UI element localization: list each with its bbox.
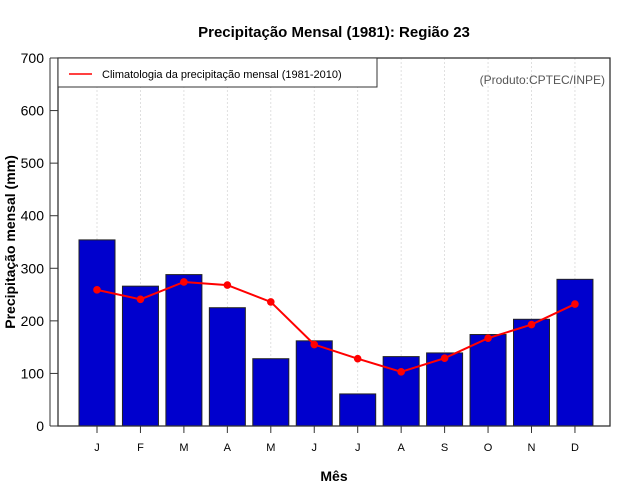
bar-11 [513, 318, 550, 427]
x-tick-label: N [528, 442, 536, 454]
climatology-point-7 [353, 354, 362, 363]
bar-2 [121, 285, 159, 427]
bar-9 [426, 352, 464, 427]
bar-4 [208, 307, 246, 427]
y-tick-label: 300 [21, 260, 45, 276]
x-axis-label: Mês [320, 468, 347, 484]
y-axis: 0 100 200 300 400 500 600 700 [21, 50, 58, 434]
y-tick-label: 600 [21, 103, 45, 119]
x-tick-label: M [266, 442, 275, 454]
y-tick-label: 400 [21, 208, 45, 224]
climatology-point-10 [484, 334, 492, 343]
legend-box [57, 57, 378, 88]
y-tick-label: 200 [21, 313, 45, 329]
climatology-series [93, 278, 579, 376]
climatology-point-1 [93, 286, 101, 294]
climatology-line [96, 280, 576, 373]
grid-lines [96, 58, 576, 426]
chart-title: Precipitação Mensal (1981): Região 23 [198, 24, 470, 41]
bar-6 [295, 340, 333, 427]
bar-10 [469, 334, 507, 427]
y-tick-label: 700 [21, 50, 45, 66]
bar-series [78, 239, 594, 427]
x-tick-label: S [441, 442, 448, 454]
credit-annotation: (Produto:CPTEC/INPE) [480, 73, 605, 87]
climatology-point-8 [397, 368, 405, 376]
bar-1 [78, 239, 116, 427]
legend: Climatologia da precipitação mensal (198… [57, 57, 378, 88]
legend-entry-climatology: Climatologia da precipitação mensal (198… [102, 69, 342, 81]
climatology-point-5 [267, 298, 275, 306]
y-tick-label: 500 [21, 155, 45, 171]
bar-3 [165, 274, 203, 427]
climatology-point-4 [223, 281, 232, 289]
y-axis-label: Precipitação mensal (mm) [2, 155, 18, 329]
x-tick-label: F [137, 442, 144, 454]
x-tick-label: A [397, 442, 405, 454]
x-tick-label: M [179, 442, 188, 454]
x-tick-label: J [94, 442, 100, 454]
climatology-point-9 [440, 354, 449, 362]
x-tick-label: D [571, 442, 579, 454]
x-tick-label: J [355, 442, 361, 454]
climatology-point-6 [310, 340, 319, 349]
bar-7 [339, 393, 377, 427]
climatology-point-2 [136, 295, 145, 304]
climatology-point-11 [527, 320, 536, 329]
x-tick-label: J [312, 442, 318, 454]
climatology-point-12 [571, 300, 579, 308]
x-tick-label: O [484, 442, 493, 454]
bar-5 [252, 358, 290, 427]
y-tick-label: 100 [21, 365, 45, 381]
climatology-point-3 [180, 278, 188, 286]
x-tick-label: A [224, 442, 232, 454]
y-tick-label: 0 [36, 418, 44, 434]
